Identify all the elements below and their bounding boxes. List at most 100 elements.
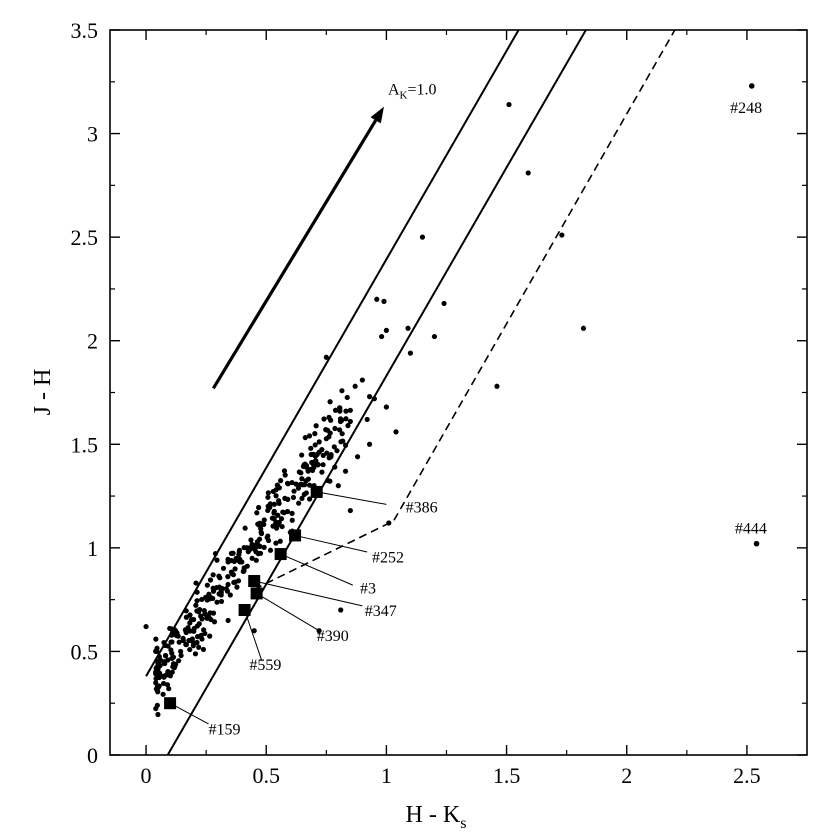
source-point <box>162 660 168 667</box>
outlier-point <box>359 377 365 383</box>
outlier-point <box>366 394 373 400</box>
source-point <box>196 644 202 650</box>
source-point <box>196 621 202 627</box>
source-point <box>289 479 295 486</box>
outlier-point <box>383 404 389 410</box>
source-point <box>257 543 263 549</box>
source-point <box>325 477 331 484</box>
source-point <box>161 640 167 646</box>
y-tick-label: 0 <box>87 743 98 768</box>
source-point <box>171 626 178 633</box>
x-axis-title: H - Ks <box>406 802 467 832</box>
source-point <box>225 617 231 624</box>
source-point <box>169 632 175 638</box>
source-point <box>200 646 207 653</box>
source-point <box>295 485 302 491</box>
highlighted-source-label: #386 <box>406 500 438 517</box>
source-point <box>343 416 349 422</box>
source-point <box>331 444 337 450</box>
source-point <box>176 639 182 645</box>
source-cloud <box>153 388 353 718</box>
source-point <box>193 602 199 608</box>
source-point <box>160 680 167 687</box>
source-point <box>228 569 235 575</box>
source-point <box>303 490 309 496</box>
source-point <box>252 546 258 553</box>
source-point <box>154 674 160 681</box>
source-point <box>153 680 159 686</box>
source-point <box>204 597 210 603</box>
x-tick-label: 2.5 <box>733 763 761 788</box>
outlier-point <box>494 383 500 389</box>
source-point <box>319 469 325 475</box>
outlier-point <box>251 628 257 634</box>
source-point <box>219 585 225 592</box>
x-tick-label: 1 <box>381 763 392 788</box>
outlier-point <box>335 483 341 489</box>
source-point <box>254 510 260 516</box>
leader-line <box>254 580 363 607</box>
source-point <box>214 557 220 563</box>
x-axis-title-main: H - K <box>406 802 461 828</box>
source-point <box>178 648 184 655</box>
source-point <box>161 674 167 680</box>
vector-label-main: A <box>388 82 400 99</box>
source-point <box>271 515 277 522</box>
y-tick-label: 2.5 <box>71 225 99 250</box>
source-point <box>334 448 340 454</box>
highlighted-source-marker <box>250 587 263 600</box>
source-point <box>267 504 273 510</box>
source-point <box>180 635 186 641</box>
outlier-point <box>143 623 149 630</box>
source-point <box>273 540 279 546</box>
x-axis-title-sub: s <box>460 815 466 832</box>
leader-line <box>316 491 387 505</box>
outlier-point <box>431 333 438 340</box>
reddening-vector: AK=1.0 <box>211 82 437 390</box>
labeled-points: #248 #444 <box>730 83 767 547</box>
source-point <box>339 417 345 423</box>
source-point <box>291 488 297 494</box>
source-point <box>293 481 299 487</box>
highlighted-source-label: #559 <box>249 657 281 674</box>
source-point <box>343 408 349 414</box>
outlier-point <box>378 333 385 340</box>
labeled-point-label: #248 <box>730 100 762 117</box>
source-point <box>290 494 297 501</box>
source-point <box>284 508 291 515</box>
source-point <box>274 482 281 488</box>
outlier-point <box>323 354 329 360</box>
x-tick-label: 0.5 <box>252 763 280 788</box>
source-point <box>302 434 308 441</box>
source-point <box>299 452 305 458</box>
source-point <box>344 394 350 401</box>
source-point <box>244 545 250 551</box>
source-point <box>153 686 159 692</box>
source-point <box>299 495 305 501</box>
source-point <box>259 521 266 527</box>
source-point <box>233 555 239 562</box>
source-point <box>277 538 283 544</box>
source-point <box>267 547 274 553</box>
source-point <box>308 451 314 458</box>
source-point <box>187 620 193 626</box>
source-point <box>323 436 329 442</box>
source-point <box>347 407 353 413</box>
source-point <box>166 686 172 692</box>
source-point <box>320 452 326 458</box>
source-point <box>153 648 159 654</box>
source-point <box>189 636 195 642</box>
source-point <box>199 616 205 622</box>
source-point <box>235 578 242 584</box>
source-point <box>234 584 240 590</box>
source-point <box>297 481 304 487</box>
source-point <box>284 480 291 486</box>
outlier-point <box>381 298 387 304</box>
source-point <box>232 566 238 572</box>
outlier-point <box>580 325 587 331</box>
source-point <box>176 658 182 664</box>
source-point <box>306 433 313 439</box>
source-point <box>342 442 349 448</box>
source-point <box>256 504 262 511</box>
